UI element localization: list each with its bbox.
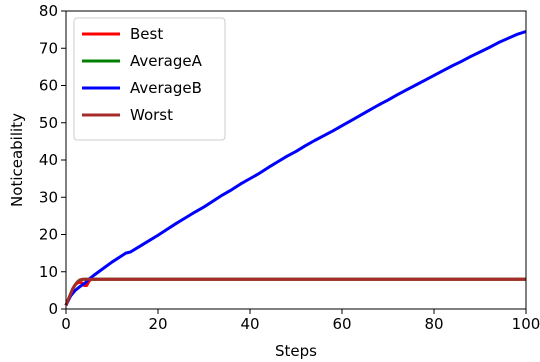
y-tick-label: 70 xyxy=(39,39,58,57)
legend-label-averagea: AverageA xyxy=(130,52,203,70)
y-tick-label: 30 xyxy=(39,188,58,206)
legend-label-best: Best xyxy=(130,25,163,43)
y-tick-label: 20 xyxy=(39,226,58,244)
legend-label-averageb: AverageB xyxy=(130,79,202,97)
series-line-averagea xyxy=(64,277,526,306)
legend-label-worst: Worst xyxy=(130,106,173,124)
x-tick-label: 0 xyxy=(61,315,71,333)
series-line-worst xyxy=(64,277,526,306)
y-tick-label: 50 xyxy=(39,114,58,132)
y-tick-label: 0 xyxy=(48,300,58,318)
y-tick-label: 10 xyxy=(39,263,58,281)
x-axis-title: Steps xyxy=(275,342,317,360)
x-tick-label: 20 xyxy=(148,315,167,333)
x-tick-label: 80 xyxy=(424,315,443,333)
legend: Best AverageA AverageB Worst xyxy=(73,17,226,141)
x-axis: 0 20 40 60 80 100 xyxy=(61,309,540,333)
x-tick-label: 60 xyxy=(332,315,351,333)
x-tick-label: 40 xyxy=(240,315,259,333)
y-axis-title: Noticeability xyxy=(8,113,26,207)
y-tick-label: 40 xyxy=(39,151,58,169)
legend-box xyxy=(73,17,226,141)
x-tick-label: 100 xyxy=(512,315,540,333)
y-axis: 0 10 20 30 40 50 60 70 80 xyxy=(39,2,66,318)
plot-lines xyxy=(64,30,527,306)
series-line-averageb xyxy=(64,30,527,306)
series-line-best xyxy=(64,277,526,306)
y-tick-label: 60 xyxy=(39,77,58,95)
y-tick-label: 80 xyxy=(39,2,58,20)
